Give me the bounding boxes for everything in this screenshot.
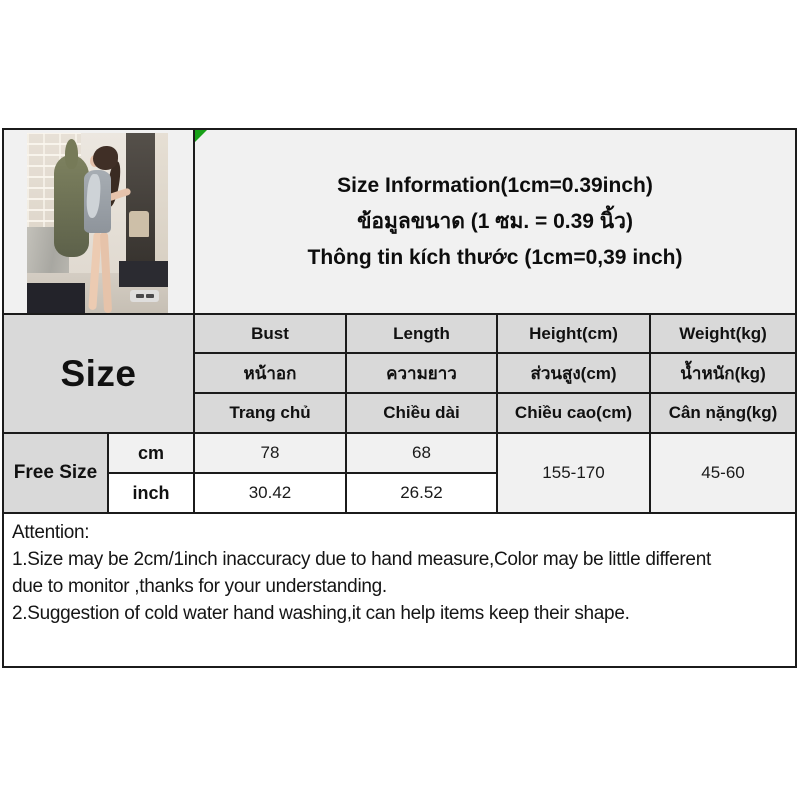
photo-planter-left [27, 282, 85, 312]
bust-inch-value: 30.42 [193, 472, 347, 514]
col-header-height-th: ส่วนสูง(cm) [496, 352, 651, 394]
photo-chair [129, 210, 149, 237]
col-header-length-th: ความยาว [345, 352, 498, 394]
title-thai: ข้อมูลขนาด (1 ซม. = 0.39 นิ้ว) [357, 209, 633, 233]
col-header-bust-en: Bust [193, 313, 347, 354]
unit-label-inch: inch [107, 472, 195, 514]
data-row-inch: inch 30.42 26.52 [3, 472, 796, 514]
note-line: 2.Suggestion of cold water hand washing,… [12, 603, 630, 624]
unit-label-cm: cm [107, 432, 195, 474]
photo-planter-right [119, 260, 168, 287]
col-header-bust-th: หน้าอก [193, 352, 347, 394]
product-photo [27, 132, 168, 312]
note-line: 1.Size may be 2cm/1inch inaccuracy due t… [12, 549, 711, 570]
col-header-length-vi: Chiều dài [345, 392, 498, 434]
data-row-cm: Free Size cm 78 68 155-170 45-60 [2, 432, 798, 514]
size-information-sheet: Size Information(1cm=0.39inch) ข้อมูลขนา… [1, 128, 798, 668]
col-header-height-en: Height(cm) [496, 313, 651, 354]
notes-row: Attention: 1.Size may be 2cm/1inch inacc… [1, 512, 798, 668]
header-row-english: Size Bust Length Height(cm) Weight(kg) [2, 313, 798, 434]
weight-range-value: 45-60 [648, 432, 798, 514]
photo-model-hair [93, 145, 118, 170]
photo-conifer-tree [54, 154, 89, 257]
green-corner-marker [196, 131, 207, 142]
col-header-bust-vi: Trang chủ [193, 392, 347, 434]
title-row: Size Information(1cm=0.39inch) ข้อมูลขนา… [2, 128, 798, 315]
note-line: due to monitor ,thanks for your understa… [12, 576, 387, 597]
col-header-length-en: Length [345, 313, 498, 354]
length-cm-value: 68 [345, 432, 498, 474]
header-row-vietnamese: Trang chủ Chiều dài Chiều cao(cm) Cân nặ… [3, 392, 798, 434]
bust-cm-value: 78 [193, 432, 347, 474]
product-photo-cell [2, 128, 195, 315]
title-cell: Size Information(1cm=0.39inch) ข้อมูลขนา… [192, 128, 798, 315]
photo-watermark [130, 289, 159, 302]
size-corner-label: Size [2, 313, 195, 434]
title-vietnamese: Thông tin kích thước (1cm=0,39 inch) [307, 245, 683, 269]
length-inch-value: 26.52 [345, 472, 498, 514]
header-row-thai: หน้าอก ความยาว ส่วนสูง(cm) น้ำหนัก(kg) [3, 352, 798, 394]
photo-tree-top [65, 138, 78, 169]
col-header-weight-vi: Cân nặng(kg) [648, 392, 798, 434]
title-english: Size Information(1cm=0.39inch) [337, 173, 653, 197]
note-heading: Attention: [12, 522, 90, 543]
col-header-height-vi: Chiều cao(cm) [496, 392, 651, 434]
row-label-free-size: Free Size [2, 432, 109, 514]
photo-pillar [155, 132, 168, 285]
height-range-value: 155-170 [496, 432, 651, 514]
col-header-weight-th: น้ำหนัก(kg) [648, 352, 798, 394]
attention-notes: Attention: 1.Size may be 2cm/1inch inacc… [1, 512, 798, 668]
photo-dark-doorway [126, 132, 156, 285]
col-header-weight-en: Weight(kg) [648, 313, 798, 354]
